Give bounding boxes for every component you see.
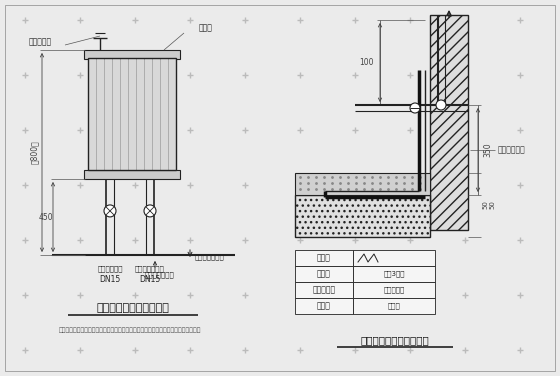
Bar (120, 58, 128, 170)
Bar (96, 58, 104, 170)
Bar (295, 250, 353, 266)
Bar (136, 58, 144, 170)
Bar (104, 58, 112, 170)
Text: 混凝土垫层: 混凝土垫层 (312, 285, 335, 294)
Bar (152, 58, 160, 170)
Text: 排水表: 排水表 (199, 23, 213, 32)
Bar (88, 58, 96, 170)
Text: 手动放气阀: 手动放气阀 (29, 38, 52, 47)
Text: 装修层: 装修层 (317, 253, 331, 262)
Text: 闸（截）止阀: 闸（截）止阀 (97, 266, 123, 272)
Bar (128, 58, 136, 170)
Text: 卫生间装修面层: 卫生间装修面层 (145, 272, 175, 278)
Bar (88, 58, 176, 170)
Bar (84, 50, 180, 59)
Text: ＜800＞: ＜800＞ (30, 141, 39, 164)
Text: 卫生间散热器安装立面图: 卫生间散热器安装立面图 (96, 303, 170, 313)
Text: 50
50: 50 50 (482, 200, 495, 209)
Circle shape (410, 103, 420, 113)
Text: 450: 450 (39, 212, 53, 221)
Bar (353, 282, 435, 298)
Bar (295, 266, 353, 282)
Circle shape (144, 205, 156, 217)
Text: 温控阀（角阀）: 温控阀（角阀） (135, 266, 165, 272)
Text: DN15: DN15 (99, 274, 120, 284)
Bar (295, 173, 430, 195)
Bar (168, 58, 176, 170)
Text: 100: 100 (360, 58, 374, 67)
Bar (353, 298, 435, 314)
Circle shape (104, 205, 116, 217)
Bar (353, 250, 435, 266)
Text: 卫生间装修面层: 卫生间装修面层 (195, 254, 225, 260)
Text: 豆粒土垫层: 豆粒土垫层 (384, 287, 405, 293)
Bar (160, 58, 168, 170)
Bar (84, 170, 180, 179)
Text: 结构板: 结构板 (317, 302, 331, 311)
Bar (112, 58, 120, 170)
Circle shape (436, 100, 446, 110)
Text: 结构板: 结构板 (388, 303, 400, 309)
Bar (295, 282, 353, 298)
Bar (353, 266, 435, 282)
Text: DN15: DN15 (139, 274, 161, 284)
Text: 至少3元厚: 至少3元厚 (383, 271, 405, 277)
Text: 350: 350 (483, 143, 492, 157)
Text: 括号内数字为采用卫浴式散热器或安装位置在座便器上方或者在厨房家具上方时的尺寸: 括号内数字为采用卫浴式散热器或安装位置在座便器上方或者在厨房家具上方时的尺寸 (59, 327, 201, 333)
Bar (430, 15, 468, 230)
Text: 卫生间散热器安装侧视图: 卫生间散热器安装侧视图 (361, 335, 430, 345)
Text: 土建预留沟槽: 土建预留沟槽 (498, 146, 526, 155)
Bar (295, 195, 430, 237)
Bar (295, 298, 353, 314)
Text: 防水层: 防水层 (317, 270, 331, 279)
Bar (144, 58, 152, 170)
